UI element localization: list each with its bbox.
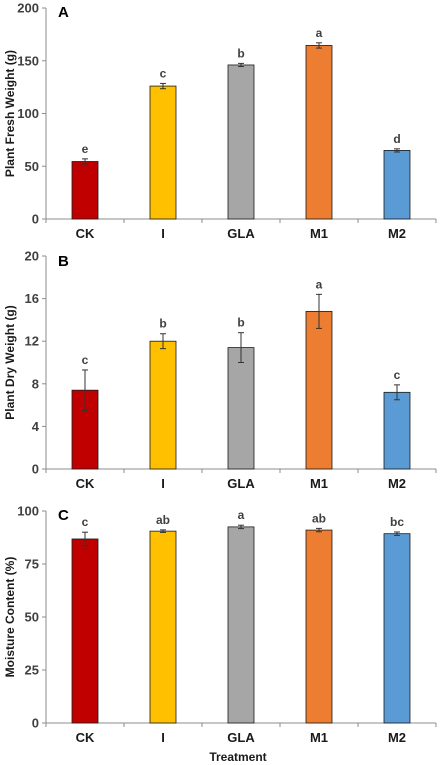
y-tick-label: 16 <box>25 291 39 306</box>
y-tick-label: 8 <box>32 376 39 391</box>
category-label: GLA <box>227 476 255 491</box>
bar-i <box>149 340 177 470</box>
y-tick-label: 0 <box>32 212 39 227</box>
significance-letter: ab <box>156 513 170 527</box>
category-label: I <box>161 226 165 241</box>
y-tick-label: 25 <box>25 663 39 678</box>
bar-m1 <box>305 45 333 220</box>
significance-letter: b <box>237 316 244 330</box>
category-label: I <box>161 730 165 745</box>
significance-letter: c <box>82 353 89 367</box>
panel-letter: A <box>58 4 69 21</box>
significance-letter: b <box>159 317 166 331</box>
y-tick-label: 150 <box>17 53 39 68</box>
y-axis-title: Plant Dry Weight (g) <box>3 305 17 419</box>
y-tick-label: 0 <box>32 462 39 477</box>
bar-m2 <box>383 391 411 470</box>
significance-letter: b <box>237 46 244 60</box>
category-label: M2 <box>388 226 406 241</box>
category-label: GLA <box>227 730 255 745</box>
category-label: M1 <box>310 476 328 491</box>
category-label: I <box>161 476 165 491</box>
y-tick-label: 75 <box>25 557 39 572</box>
bar-m2 <box>383 150 411 220</box>
y-tick-label: 50 <box>25 610 39 625</box>
significance-letter: c <box>394 368 401 382</box>
panel-a-fresh-weight-chart: 0 50 100 150 200 Plant Fresh Weight (g) Ae CK c I… <box>3 1 437 241</box>
category-label: M2 <box>388 730 406 745</box>
y-tick-label: 12 <box>25 334 39 349</box>
significance-letter: d <box>393 132 400 146</box>
bar-i <box>149 85 177 220</box>
y-axis-title: Plant Fresh Weight (g) <box>3 50 17 177</box>
panel-b-dry-weight-chart: 0 4 8 12 16 20 Plant Dry Weight (g) Bc CK b Ib GLA a… <box>3 249 437 491</box>
category-label: CK <box>76 730 95 745</box>
significance-letter: a <box>316 26 323 40</box>
significance-letter: ab <box>312 511 326 525</box>
significance-letter: a <box>316 277 323 291</box>
significance-letter: a <box>238 508 245 522</box>
bar-ck <box>71 538 99 724</box>
bar-gla <box>227 526 255 724</box>
y-tick-label: 100 <box>17 504 39 519</box>
y-tick-label: 0 <box>32 716 39 731</box>
category-label: M1 <box>310 226 328 241</box>
panel-letter: C <box>58 507 69 524</box>
y-tick-label: 20 <box>25 249 39 264</box>
bar-m1 <box>305 310 333 470</box>
category-label: M1 <box>310 730 328 745</box>
bar-gla <box>227 347 255 470</box>
y-tick-label: 50 <box>25 159 39 174</box>
bar-m1 <box>305 529 333 724</box>
significance-letter: c <box>82 515 89 529</box>
y-axis-title: Moisture Content (%) <box>3 557 17 678</box>
y-tick-label: 200 <box>17 1 39 16</box>
significance-letter: e <box>82 142 89 156</box>
bar-ck <box>71 161 99 220</box>
bar-m2 <box>383 533 411 724</box>
panel-c-moisture-content-chart: 0 25 50 75 100 Moisture Content (%) C c CK ab Ia GL… <box>3 504 437 745</box>
significance-letter: c <box>160 66 167 80</box>
category-label: GLA <box>227 226 255 241</box>
x-axis-title: Treatment <box>209 750 266 764</box>
category-label: CK <box>76 226 95 241</box>
panel-letter: B <box>58 253 69 270</box>
bar-gla <box>227 64 255 220</box>
category-label: CK <box>76 476 95 491</box>
significance-letter: bc <box>390 515 404 529</box>
bar-i <box>149 530 177 724</box>
y-tick-label: 4 <box>32 419 40 434</box>
y-tick-label: 100 <box>17 106 39 121</box>
category-label: M2 <box>388 476 406 491</box>
